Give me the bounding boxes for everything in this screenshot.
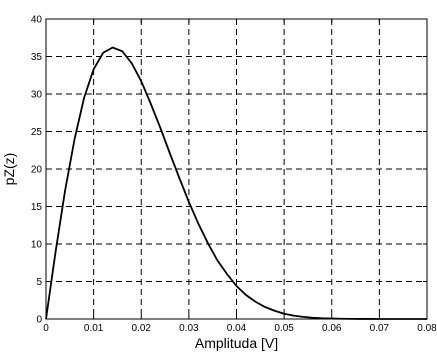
y-tick-label: 10	[31, 240, 43, 251]
y-tick-label: 40	[31, 15, 43, 26]
y-tick-label: 25	[31, 127, 43, 138]
x-tick-label: 0.06	[322, 323, 342, 334]
x-tick-labels: 0 0.01 0.02 0.03 0.04 0.05 0.06 0.07 0.08	[43, 323, 437, 334]
x-tick-label: 0	[43, 323, 49, 334]
series-layer	[45, 46, 427, 320]
x-tick-label: 0.02	[132, 323, 152, 334]
y-axis-label: pZ(z)	[1, 153, 17, 186]
x-axis-label: Amplituda [V]	[195, 335, 278, 351]
y-tick-label: 5	[36, 277, 42, 288]
x-tick-label: 0.05	[274, 323, 294, 334]
x-tick-label: 0.04	[227, 323, 247, 334]
x-tick-label: 0.03	[179, 323, 199, 334]
series-line-0	[45, 46, 427, 320]
y-tick-labels: 0 5 10 15 20 25 30 35 40	[31, 15, 43, 326]
x-tick-label: 0.07	[370, 323, 390, 334]
y-tick-label: 0	[36, 315, 42, 326]
y-tick-label: 15	[31, 202, 43, 213]
grid	[46, 19, 427, 319]
x-tick-label: 0.01	[84, 323, 104, 334]
y-tick-label: 35	[31, 52, 43, 63]
x-tick-label: 0.08	[417, 323, 437, 334]
y-tick-label: 30	[31, 90, 43, 101]
plot-frame	[45, 18, 428, 320]
y-tick-label: 20	[31, 165, 43, 176]
